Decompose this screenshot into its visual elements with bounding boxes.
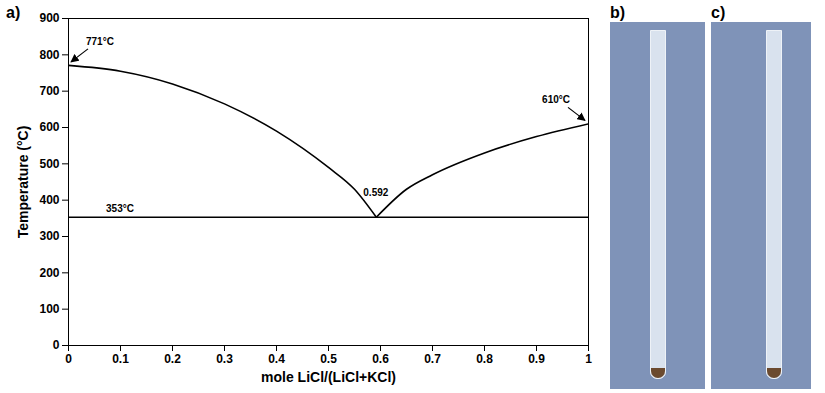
svg-text:300: 300 <box>39 229 59 243</box>
svg-text:600: 600 <box>39 120 59 134</box>
svg-text:0.3: 0.3 <box>216 352 233 366</box>
svg-text:500: 500 <box>39 157 59 171</box>
svg-text:0: 0 <box>65 352 72 366</box>
svg-text:900: 900 <box>39 11 59 25</box>
svg-text:Temperature (°C): Temperature (°C) <box>15 126 31 239</box>
svg-text:0.6: 0.6 <box>372 352 389 366</box>
svg-text:0.1: 0.1 <box>112 352 129 366</box>
svg-text:0.4: 0.4 <box>268 352 285 366</box>
html-text:c): c) <box>711 4 726 21</box>
svg-text:353°C: 353°C <box>106 203 134 214</box>
svg-text:0.8: 0.8 <box>476 352 493 366</box>
svg-text:0: 0 <box>53 338 60 352</box>
svg-text:0.9: 0.9 <box>528 352 545 366</box>
svg-text:mole LiCl/(LiCl+KCl): mole LiCl/(LiCl+KCl) <box>261 369 396 385</box>
svg-text:700: 700 <box>39 84 59 98</box>
svg-text:1: 1 <box>585 352 592 366</box>
svg-text:400: 400 <box>39 193 59 207</box>
svg-text:200: 200 <box>39 266 59 280</box>
svg-text:100: 100 <box>39 302 59 316</box>
svg-text:610°C: 610°C <box>542 94 570 105</box>
svg-text:0.592: 0.592 <box>363 187 388 198</box>
html-text:a): a) <box>6 4 21 21</box>
svg-text:771°C: 771°C <box>86 36 114 47</box>
svg-text:0.5: 0.5 <box>320 352 337 366</box>
svg-text:0.7: 0.7 <box>424 352 441 366</box>
html-text:b): b) <box>610 4 626 21</box>
svg-text:0.2: 0.2 <box>164 352 181 366</box>
svg-text:800: 800 <box>39 48 59 62</box>
